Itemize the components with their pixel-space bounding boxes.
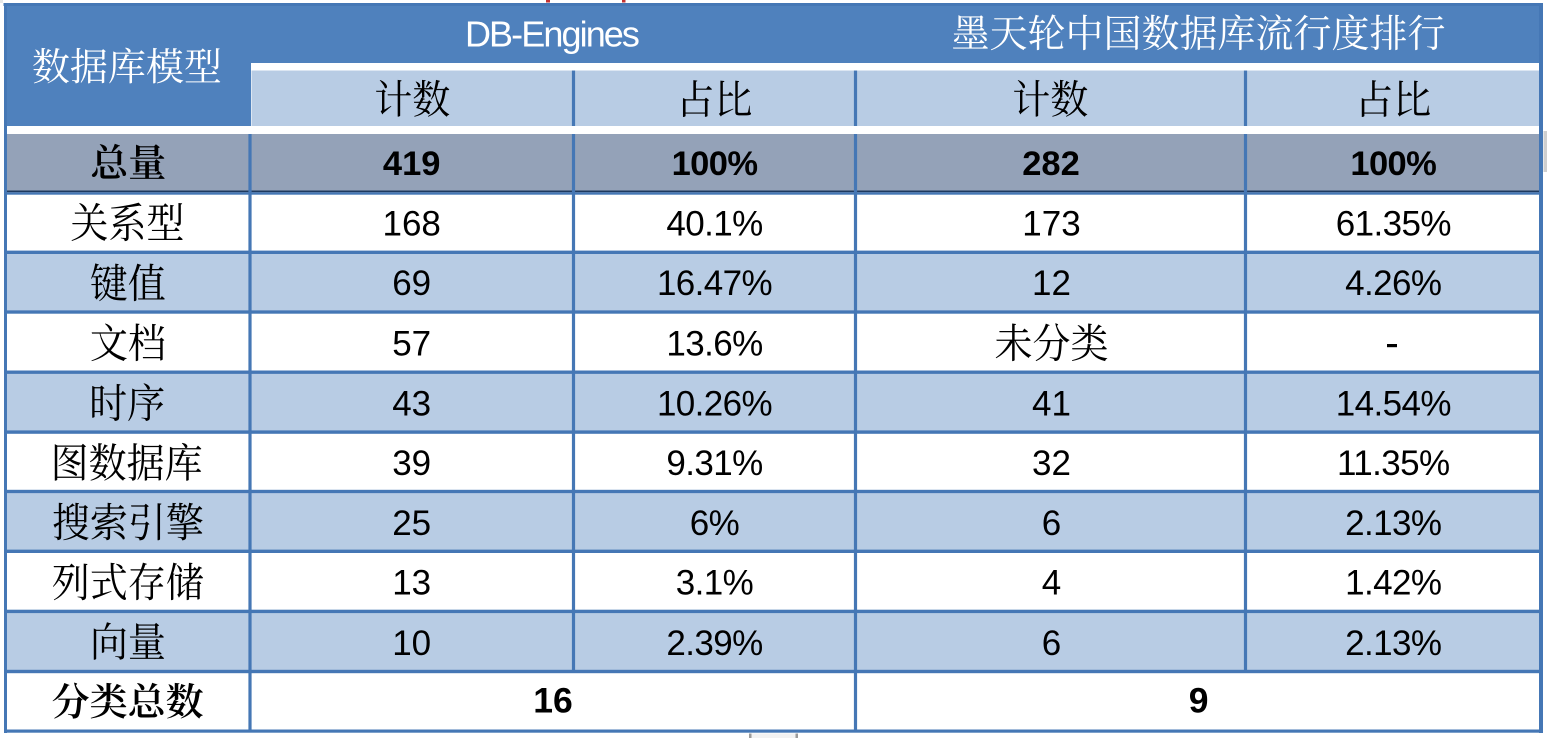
svg-text:41: 41 bbox=[1032, 384, 1071, 423]
svg-text:2.13%: 2.13% bbox=[1345, 624, 1441, 663]
svg-text:32: 32 bbox=[1032, 444, 1071, 483]
svg-text:16.47%: 16.47% bbox=[657, 264, 772, 303]
svg-text:12: 12 bbox=[1032, 264, 1071, 303]
svg-text:69: 69 bbox=[392, 264, 431, 303]
svg-text:100%: 100% bbox=[1350, 145, 1436, 183]
svg-text:11.35%: 11.35% bbox=[1337, 444, 1450, 483]
svg-text:39: 39 bbox=[392, 444, 431, 483]
svg-text:9: 9 bbox=[1189, 681, 1209, 721]
svg-text:282: 282 bbox=[1022, 145, 1080, 183]
svg-text:10.26%: 10.26% bbox=[657, 384, 772, 423]
svg-text:6: 6 bbox=[1042, 624, 1061, 663]
svg-text:25: 25 bbox=[392, 504, 431, 543]
svg-text:DB-Engines: DB-Engines bbox=[465, 14, 639, 55]
svg-text:2.13%: 2.13% bbox=[1345, 504, 1441, 543]
svg-text:43: 43 bbox=[392, 384, 431, 423]
svg-text:6%: 6% bbox=[690, 504, 739, 543]
svg-text:13: 13 bbox=[392, 564, 431, 603]
svg-text:100%: 100% bbox=[672, 145, 758, 183]
svg-text:419: 419 bbox=[383, 145, 441, 183]
svg-text:4.26%: 4.26% bbox=[1345, 264, 1441, 303]
svg-text:16: 16 bbox=[533, 681, 573, 721]
svg-text:13.6%: 13.6% bbox=[666, 325, 762, 364]
svg-text:40.1%: 40.1% bbox=[666, 205, 762, 244]
svg-text:61.35%: 61.35% bbox=[1336, 205, 1451, 244]
svg-text:3.1%: 3.1% bbox=[676, 564, 753, 603]
svg-text:9.31%: 9.31% bbox=[666, 444, 762, 483]
svg-text:6: 6 bbox=[1042, 504, 1061, 543]
svg-text:10: 10 bbox=[392, 624, 431, 663]
svg-text:4: 4 bbox=[1042, 564, 1061, 603]
svg-text:168: 168 bbox=[382, 205, 440, 244]
svg-text:14.54%: 14.54% bbox=[1336, 384, 1451, 423]
svg-text:2.39%: 2.39% bbox=[666, 624, 762, 663]
svg-text:57: 57 bbox=[392, 325, 431, 364]
svg-text:1.42%: 1.42% bbox=[1345, 564, 1441, 603]
svg-text:173: 173 bbox=[1022, 205, 1080, 244]
